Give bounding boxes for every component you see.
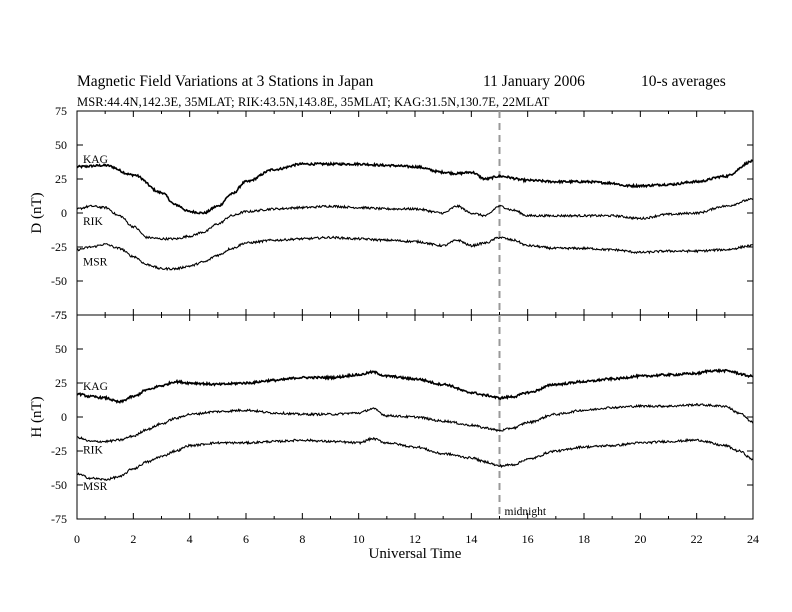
y-tick-label-h: 50 xyxy=(55,342,67,356)
series-label-kag-h: KAG xyxy=(83,381,108,393)
x-tick-label: 4 xyxy=(187,532,193,546)
chart-date: 11 January 2006 xyxy=(483,73,585,90)
y-tick-label-h: -75 xyxy=(51,512,67,526)
series-line-kag-d xyxy=(76,159,754,215)
y-tick-label-h: -25 xyxy=(51,444,67,458)
x-tick-label: 0 xyxy=(74,532,80,546)
x-tick-label: 20 xyxy=(634,532,646,546)
series-label-rik-h: RIK xyxy=(83,444,104,456)
y-tick-label-h: -50 xyxy=(51,478,67,492)
y-tick-label-d: 50 xyxy=(55,138,67,152)
y-tick-label-h: 75 xyxy=(55,308,67,322)
x-tick-label: 22 xyxy=(691,532,703,546)
y-axis-label-d: D (nT) xyxy=(29,192,45,233)
series-label-msr-h: MSR xyxy=(83,481,108,493)
x-axis-label: Universal Time xyxy=(369,546,462,562)
y-tick-label-d: 75 xyxy=(55,104,67,118)
series-line-rik-h xyxy=(76,403,754,444)
y-tick-label-d: 25 xyxy=(55,172,67,186)
y-tick-label-h: 0 xyxy=(61,410,67,424)
x-tick-label: 12 xyxy=(409,532,421,546)
declination-panel: 75 50 25 0 -25 -50 -75 D (nT) KAG RIK MSR xyxy=(29,104,754,322)
chart-averaging: 10-s averages xyxy=(641,73,726,90)
series-label-kag-d: KAG xyxy=(83,154,108,166)
series-line-kag-h xyxy=(76,368,754,404)
x-tick-label: 8 xyxy=(299,532,305,546)
y-tick-label-d: -50 xyxy=(51,274,67,288)
x-tick-label: 6 xyxy=(243,532,249,546)
midnight-annotation: midnight xyxy=(505,506,547,518)
y-tick-label-d: -75 xyxy=(51,308,67,322)
series-label-rik-d: RIK xyxy=(83,216,104,228)
panel-frame-d xyxy=(76,110,754,316)
horizontal-panel: 75 50 25 0 -25 -50 -75 H (nT) KAG RIK MSR midnight xyxy=(29,308,754,526)
y-tick-label-h: 25 xyxy=(55,376,67,390)
x-tick-label: 14 xyxy=(465,532,477,546)
y-tick-label-d: 0 xyxy=(61,206,67,220)
x-tick-label: 2 xyxy=(130,532,136,546)
x-tick-label: 18 xyxy=(578,532,590,546)
series-line-rik-d xyxy=(76,197,754,241)
y-tick-label-d: -25 xyxy=(51,240,67,254)
figure-header: Magnetic Field Variations at 3 Stations … xyxy=(0,0,792,112)
chart-title: Magnetic Field Variations at 3 Stations … xyxy=(77,73,374,90)
series-line-msr-d xyxy=(76,235,754,272)
series-line-msr-h xyxy=(76,436,754,482)
x-tick-label: 24 xyxy=(747,532,759,546)
y-axis-label-h: H (nT) xyxy=(29,396,45,437)
station-coordinates: MSR:44.4N,142.3E, 35MLAT; RIK:43.5N,143.… xyxy=(77,95,550,109)
x-tick-label: 10 xyxy=(353,532,365,546)
x-tick-label: 16 xyxy=(522,532,534,546)
series-label-msr-d: MSR xyxy=(83,257,108,269)
